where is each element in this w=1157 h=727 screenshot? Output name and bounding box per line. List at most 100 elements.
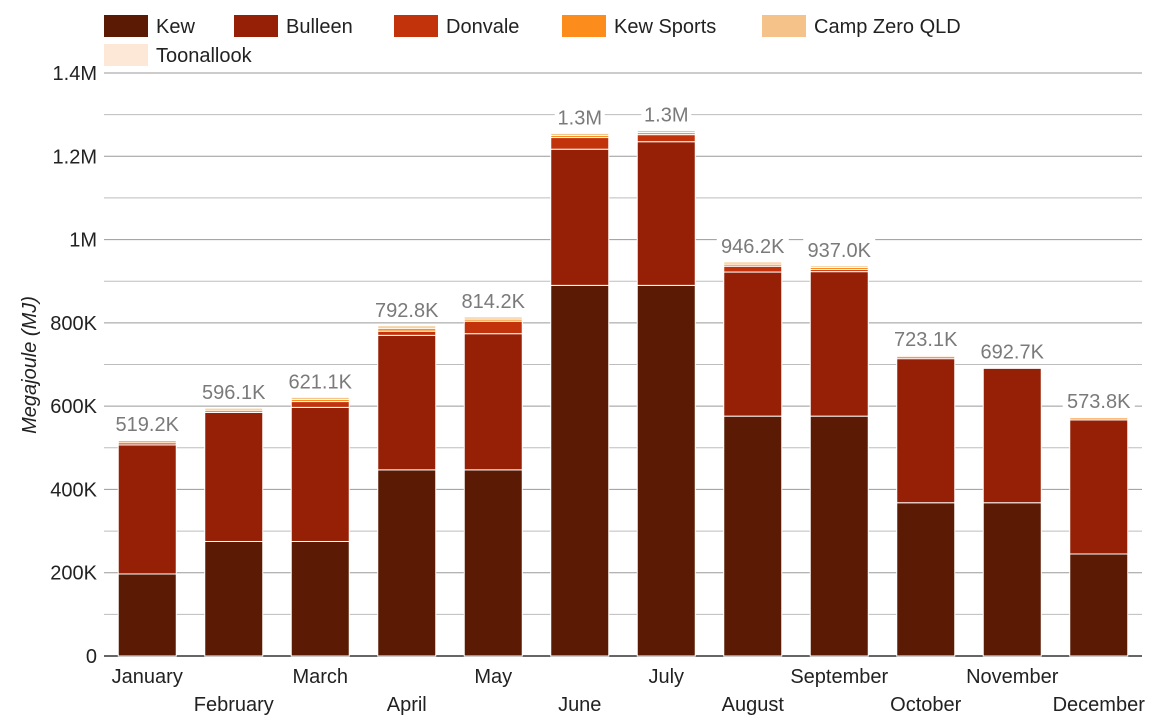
bar-segment-bulleen[interactable] [1069,419,1129,555]
x-tick-label: March [292,666,348,688]
bar-segment-camp-zero-qld[interactable] [896,354,956,357]
total-label: 792.8K [375,300,439,322]
bar-segment-bulleen[interactable] [636,141,696,286]
total-label-background [370,297,443,322]
x-tick-label: October [890,694,961,716]
bar-segment-bulleen[interactable] [463,333,523,471]
bar-segment-donvale[interactable] [723,265,783,273]
bar-segment-bulleen[interactable] [896,358,956,504]
total-label-background [976,339,1049,364]
bar-segment-kew[interactable] [377,469,437,657]
y-tick-label: 200K [50,563,97,585]
bar-segment-kew[interactable] [636,284,696,657]
bar-segment-camp-zero-qld[interactable] [550,132,610,136]
bars [117,129,1129,657]
legend-item-label[interactable]: Kew [156,16,195,38]
x-tick-label: September [790,666,888,688]
y-tick-label: 0 [86,646,97,668]
total-label: 596.1K [202,382,266,404]
total-label: 1.3M [644,104,688,126]
legend: Kew Bulleen Donvale Kew Sports Camp Zero QLD… [104,15,961,67]
legend-item-label[interactable]: Toonallook [156,45,253,67]
bar-segment-kew[interactable] [809,415,869,657]
bar-segment-kew[interactable] [550,284,610,657]
bar-segment-donvale[interactable] [636,134,696,143]
total-label: 723.1K [894,329,958,351]
bar-segment-camp-zero-qld[interactable] [809,265,869,268]
y-tick-label: 800K [50,313,97,335]
total-label-background [716,233,789,258]
total-label-background [457,288,530,313]
bar-segment-bulleen[interactable] [204,411,264,542]
bar-segment-kew[interactable] [290,540,350,657]
total-label-background [889,326,962,351]
gridlines [104,72,1142,657]
bar-segment-bulleen[interactable] [982,367,1042,504]
total-label: 814.2K [462,291,526,313]
x-tick-label: April [387,694,427,716]
legend-swatch [562,15,606,37]
bar-segment-donvale[interactable] [377,330,437,336]
total-label-background [197,379,270,404]
bar-segment-camp-zero-qld[interactable] [1069,416,1129,419]
bar-segment-bulleen[interactable] [723,271,783,417]
bar-segment-camp-zero-qld[interactable] [982,367,1042,369]
bar-segment-kew[interactable] [982,502,1042,657]
legend-item-label[interactable]: Kew Sports [614,16,716,38]
x-tick-label: June [558,694,601,716]
y-tick-label: 1M [69,230,97,252]
total-label-background [803,237,876,262]
bar-segment-bulleen[interactable] [117,444,177,575]
bar-segment-donvale[interactable] [550,137,610,150]
total-labels: 519.2K 596.1K 621.1K 792.8K 814.2K 1.3M 1.3M 94… [111,102,1135,436]
total-label-background [1062,389,1135,414]
total-label: 946.2K [721,236,785,258]
x-tick-label: January [112,666,183,688]
bar-segment-donvale[interactable] [290,401,350,408]
bar-segment-bulleen[interactable] [809,271,869,417]
y-tick-label: 1.4M [53,63,97,85]
legend-swatch [104,15,148,37]
bar-segment-bulleen[interactable] [550,148,610,286]
x-tick-label: August [722,694,785,716]
bar-segment-camp-zero-qld[interactable] [290,396,350,400]
legend-swatch [234,15,278,37]
bar-segment-kew[interactable] [117,573,177,657]
bar-segment-kew[interactable] [1069,553,1129,657]
x-tick-label: July [648,666,684,688]
total-label-background [111,411,184,436]
x-tick-label: December [1053,694,1146,716]
x-tick-label: November [966,666,1059,688]
y-tick-label: 600K [50,396,97,418]
y-axis-title: Megajoule (MJ) [19,296,41,434]
total-label-background [554,105,605,130]
bar-segment-kew[interactable] [896,502,956,657]
bar-segment-kew[interactable] [723,415,783,657]
x-tick-label: February [194,694,274,716]
total-label: 573.8K [1067,391,1131,413]
legend-swatch [104,44,148,66]
total-label: 519.2K [116,414,180,436]
y-tick-label: 400K [50,479,97,501]
bar-segment-camp-zero-qld[interactable] [377,325,437,329]
total-label: 621.1K [289,371,353,393]
bar-segment-kew[interactable] [204,540,264,657]
bar-segment-camp-zero-qld[interactable] [117,439,177,442]
total-label-background [641,102,692,127]
x-axis: January February March April May June July Augu… [112,666,1146,716]
total-label: 692.7K [981,342,1045,364]
bar-segment-bulleen[interactable] [377,334,437,471]
y-tick-label: 1.2M [53,146,97,168]
legend-item-label[interactable]: Donvale [446,16,519,38]
bar-segment-camp-zero-qld[interactable] [636,129,696,134]
bar-segment-camp-zero-qld[interactable] [204,407,264,410]
bar-segment-camp-zero-qld[interactable] [463,316,523,320]
bar-segment-kew[interactable] [463,469,523,657]
legend-item-label[interactable]: Bulleen [286,16,353,38]
legend-item-label[interactable]: Camp Zero QLD [814,16,961,38]
bar-segment-donvale[interactable] [463,320,523,335]
bar-segment-bulleen[interactable] [290,406,350,542]
bar-segment-camp-zero-qld[interactable] [723,261,783,265]
legend-swatch [394,15,438,37]
